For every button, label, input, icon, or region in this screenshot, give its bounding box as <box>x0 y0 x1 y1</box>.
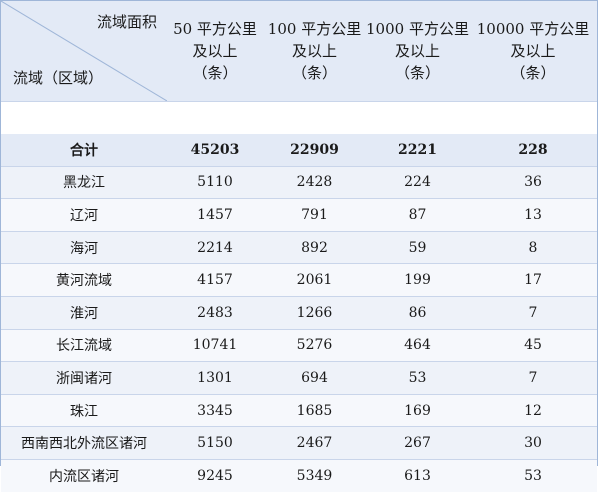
region-cell: 黑龙江 <box>1 165 167 199</box>
value-cell: 267 <box>366 426 469 460</box>
value-cell: 59 <box>366 230 469 264</box>
value-cell: 2483 <box>167 296 263 330</box>
column-header-line: 100 平方公里 <box>267 19 362 38</box>
value-cell: 17 <box>469 263 597 297</box>
column-header-line: 及以上 <box>291 41 337 60</box>
value-cell: 86 <box>366 296 469 330</box>
table-row: 黄河流域 4157 2061 199 17 <box>1 263 597 297</box>
value-cell: 3345 <box>167 393 263 427</box>
corner-label-area: 流域面积 <box>96 13 157 31</box>
column-header-100: 100 平方公里 及以上 （条） <box>263 1 366 102</box>
value-cell: 45 <box>469 328 597 362</box>
value-cell: 7 <box>469 296 597 330</box>
region-cell: 内流区诸河 <box>1 459 167 492</box>
region-cell: 长江流域 <box>1 328 167 362</box>
value-cell: 694 <box>263 361 366 395</box>
table-row: 西南西北外流区诸河 5150 2467 267 30 <box>1 426 597 460</box>
value-cell: 10741 <box>167 328 263 362</box>
region-cell: 西南西北外流区诸河 <box>1 426 167 460</box>
region-cell: 合计 <box>70 142 98 159</box>
value-cell: 2221 <box>398 141 437 158</box>
corner-label-region: 流域（区域） <box>13 68 104 87</box>
value-cell: 1266 <box>263 296 366 330</box>
table-row: 长江流域 10741 5276 464 45 <box>1 328 597 362</box>
value-cell: 224 <box>366 165 469 199</box>
value-cell: 2428 <box>263 165 366 199</box>
column-header-line: 及以上 <box>394 41 440 60</box>
region-cell: 黄河流域 <box>1 263 167 297</box>
table-row-total: 合计 45203 22909 2221 228 <box>1 133 597 167</box>
value-cell: 613 <box>366 459 469 492</box>
table-row: 海河 2214 892 59 8 <box>1 230 597 264</box>
value-cell: 5110 <box>167 165 263 199</box>
value-cell: 1301 <box>167 361 263 395</box>
value-cell: 5150 <box>167 426 263 460</box>
column-header-line: 及以上 <box>192 41 238 60</box>
value-cell: 53 <box>366 361 469 395</box>
column-header-unit: （条） <box>192 63 238 82</box>
value-cell: 169 <box>366 393 469 427</box>
value-cell: 87 <box>366 198 469 232</box>
value-cell: 12 <box>469 393 597 427</box>
column-header-unit: （条） <box>394 63 440 82</box>
table-row: 内流区诸河 9245 5349 613 53 <box>1 459 597 492</box>
value-cell: 2214 <box>167 230 263 264</box>
value-cell: 4157 <box>167 263 263 297</box>
region-cell: 辽河 <box>1 198 167 232</box>
header-row: 流域面积 流域（区域） 50 平方公里 及以上 （条） 100 平方公里 及以上… <box>1 1 597 102</box>
value-cell: 2467 <box>263 426 366 460</box>
table-row: 浙闽诸河 1301 694 53 7 <box>1 361 597 395</box>
column-header-unit: （条） <box>291 63 337 82</box>
diagonal-divider <box>1 1 167 101</box>
value-cell: 30 <box>469 426 597 460</box>
region-cell: 淮河 <box>1 296 167 330</box>
region-cell: 浙闽诸河 <box>1 361 167 395</box>
value-cell: 36 <box>469 165 597 199</box>
region-cell: 珠江 <box>1 393 167 427</box>
region-cell: 海河 <box>1 230 167 264</box>
value-cell: 8 <box>469 230 597 264</box>
column-header-line: 及以上 <box>510 41 556 60</box>
column-header-line: 10000 平方公里 <box>476 19 590 38</box>
column-header-50: 50 平方公里 及以上 （条） <box>167 1 263 102</box>
value-cell: 9245 <box>167 459 263 492</box>
value-cell: 2061 <box>263 263 366 297</box>
value-cell: 1685 <box>263 393 366 427</box>
value-cell: 791 <box>263 198 366 232</box>
value-cell: 53 <box>469 459 597 492</box>
column-header-line: 1000 平方公里 <box>366 19 469 38</box>
value-cell: 22909 <box>290 141 339 158</box>
value-cell: 892 <box>263 230 366 264</box>
value-cell: 199 <box>366 263 469 297</box>
value-cell: 5276 <box>263 328 366 362</box>
value-cell: 13 <box>469 198 597 232</box>
value-cell: 5349 <box>263 459 366 492</box>
corner-header-cell: 流域面积 流域（区域） <box>1 1 167 102</box>
column-header-unit: （条） <box>510 63 556 82</box>
table-row: 淮河 2483 1266 86 7 <box>1 296 597 330</box>
value-cell: 464 <box>366 328 469 362</box>
value-cell: 7 <box>469 361 597 395</box>
table-row: 辽河 1457 791 87 13 <box>1 198 597 232</box>
table-row: 珠江 3345 1685 169 12 <box>1 393 597 427</box>
column-header-1000: 1000 平方公里 及以上 （条） <box>366 1 469 102</box>
column-header-10000: 10000 平方公里 及以上 （条） <box>469 1 597 102</box>
value-cell: 1457 <box>167 198 263 232</box>
value-cell: 228 <box>518 141 548 158</box>
table-row: 黑龙江 5110 2428 224 36 <box>1 165 597 199</box>
column-header-line: 50 平方公里 <box>173 19 257 38</box>
value-cell: 45203 <box>190 141 240 158</box>
